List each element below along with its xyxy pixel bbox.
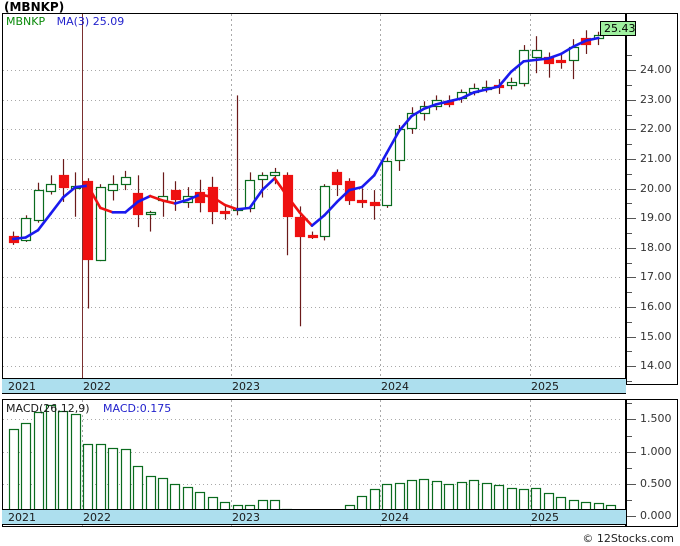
price-x-tick-label: 2022 (83, 380, 111, 393)
price-y-minor-tick (626, 115, 632, 116)
price-y-tick-mark (626, 218, 636, 219)
last-price-badge: 25.43 (600, 20, 636, 36)
macd-y-tick-label: 1.000 (640, 444, 672, 458)
price-x-tick-label: 2023 (232, 380, 260, 393)
macd-y-minor-tick (626, 500, 632, 501)
page-title: (MBNKP) (4, 0, 65, 14)
macd-y-tick-label: 0.500 (640, 477, 672, 490)
price-x-tick-label: 2021 (8, 380, 36, 393)
price-y-minor-tick (626, 233, 632, 234)
price-y-minor-tick (626, 55, 632, 56)
price-y-minor-tick (626, 85, 632, 86)
macd-x-axis-band: 2021 2022 2023 2024 2025 (2, 509, 626, 525)
macd-y-minor-tick (626, 436, 632, 437)
macd-y-minor-tick (626, 468, 632, 469)
price-y-minor-tick (626, 144, 632, 145)
price-y-minor-tick (626, 174, 632, 175)
price-y-minor-tick (626, 351, 632, 352)
price-y-tick-label: 24.00 (640, 63, 672, 77)
price-y-tick-label: 17.00 (640, 270, 672, 284)
legend-ma: MA(3) 25.09 (56, 15, 125, 28)
macd-axis-spine (625, 400, 627, 526)
price-y-tick-mark (626, 70, 636, 71)
macd-x-tick-label: 2024 (381, 511, 409, 524)
price-plot-area[interactable] (3, 14, 623, 384)
price-y-minor-tick (626, 203, 632, 204)
price-y-tick-label: 23.00 (640, 92, 672, 106)
price-y-tick-label: 18.00 (640, 240, 672, 254)
price-y-minor-tick (626, 381, 632, 382)
price-y-minor-tick (626, 322, 632, 323)
price-candlestick-svg (3, 14, 623, 384)
price-y-tick-mark (626, 277, 636, 278)
macd-legend: MACD(26,12,9) MACD:0.175 (6, 402, 171, 415)
price-x-axis-band: 2021 2022 2023 2024 2025 (2, 378, 626, 394)
price-y-tick-label: 22.00 (640, 122, 672, 136)
macd-y-tick-label: 0.000 (640, 509, 672, 523)
price-y-tick-label: 19.00 (640, 211, 672, 225)
price-y-tick-mark (626, 307, 636, 308)
macd-y-tick-mark (626, 419, 636, 420)
price-y-tick-mark (626, 337, 636, 338)
footer-credit: © 12Stocks.com (582, 532, 674, 545)
legend-symbol: MBNKP (6, 15, 46, 28)
macd-y-tick-mark (626, 484, 636, 485)
price-y-tick-label: 16.00 (640, 300, 672, 314)
price-y-tick-mark (626, 189, 636, 190)
price-y-tick-mark (626, 248, 636, 249)
price-y-tick-label: 15.00 (640, 329, 672, 343)
price-y-tick-mark (626, 129, 636, 130)
macd-x-tick-label: 2025 (531, 511, 559, 524)
price-x-tick-label: 2024 (381, 380, 409, 393)
macd-y-tick-label: 1.500 (640, 412, 672, 426)
price-x-tick-label: 2025 (531, 380, 559, 393)
macd-histogram-svg (3, 400, 623, 526)
macd-plot-area[interactable] (3, 400, 623, 526)
macd-x-tick-label: 2022 (83, 511, 111, 524)
price-axis-spine (625, 14, 627, 384)
legend-macd-name: MACD(26,12,9) (6, 402, 90, 415)
macd-y-tick-mark (626, 452, 636, 453)
macd-y-minor-tick (626, 403, 632, 404)
macd-x-tick-label: 2023 (232, 511, 260, 524)
price-legend: MBNKP MA(3) 25.09 (6, 15, 124, 28)
price-y-tick-label: 14.00 (640, 359, 672, 373)
price-y-minor-tick (626, 263, 632, 264)
price-y-minor-tick (626, 292, 632, 293)
legend-macd-value: MACD:0.175 (103, 402, 172, 415)
macd-y-tick-mark (626, 516, 636, 517)
price-y-tick-mark (626, 366, 636, 367)
macd-x-tick-label: 2021 (8, 511, 36, 524)
price-y-tick-label: 21.00 (640, 152, 672, 166)
price-y-tick-mark (626, 100, 636, 101)
price-y-tick-label: 20.00 (640, 181, 672, 195)
price-y-tick-mark (626, 159, 636, 160)
